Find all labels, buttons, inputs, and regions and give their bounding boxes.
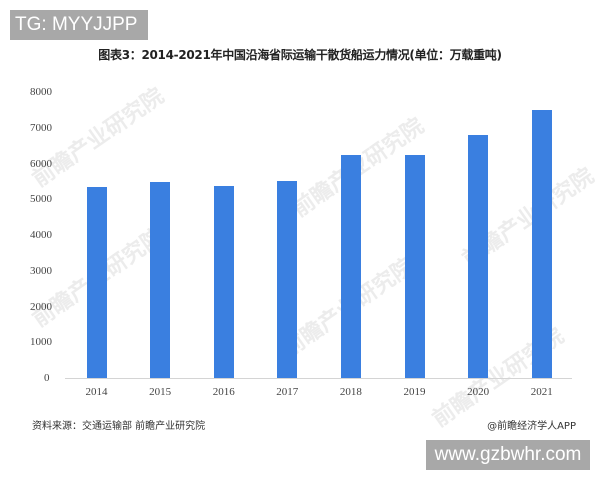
site-overlay-label: www.gzbwhr.com xyxy=(426,440,590,470)
bar-2017 xyxy=(277,180,298,378)
y-tick-label: 1000 xyxy=(30,336,52,349)
x-tick-label: 2021 xyxy=(530,386,553,398)
credit-note: @前瞻经济学人APP xyxy=(487,421,576,432)
y-tick-label: 6000 xyxy=(30,157,52,170)
y-tick-label: 2000 xyxy=(30,300,52,313)
y-tick-label: 4000 xyxy=(30,229,52,241)
y-tick-label: 5000 xyxy=(30,193,52,206)
y-tick-label: 7000 xyxy=(30,121,52,134)
bar-2014 xyxy=(86,187,107,378)
y-tick-label: 8000 xyxy=(30,86,52,98)
x-tick-label: 2018 xyxy=(339,386,362,398)
y-tick-label: 0 xyxy=(44,372,50,384)
chart-title: 图表3：2014-2021年中国沿海省际运输干散货船运力情况(单位：万载重吨) xyxy=(98,48,502,62)
x-tick-label: 2014 xyxy=(85,386,108,398)
bar-2018 xyxy=(340,154,361,378)
source-note: 资料来源：交通运输部 前瞻产业研究院 xyxy=(32,421,206,432)
bar-2015 xyxy=(150,182,171,378)
bar-2016 xyxy=(213,186,234,378)
x-tick-label: 2020 xyxy=(467,386,490,398)
y-tick-label: 3000 xyxy=(30,264,52,277)
bar-2021 xyxy=(531,109,552,378)
x-tick-label: 2015 xyxy=(149,386,172,398)
x-axis-line xyxy=(65,378,572,379)
x-tick-label: 2016 xyxy=(212,386,235,398)
bar-2020 xyxy=(468,134,489,378)
bar-2019 xyxy=(404,154,425,378)
tg-overlay-label: TG: MYYJJPP xyxy=(10,10,148,40)
x-tick-label: 2019 xyxy=(403,386,426,398)
x-tick-label: 2017 xyxy=(276,386,299,398)
